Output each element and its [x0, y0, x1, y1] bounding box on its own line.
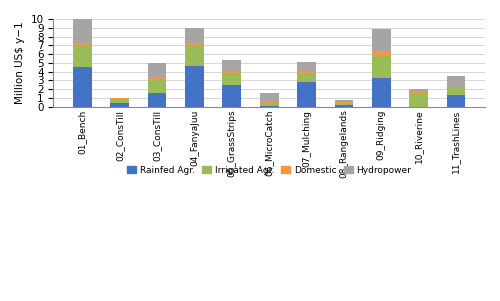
Bar: [260, 102, 278, 103]
Bar: [185, 66, 204, 107]
Bar: [260, 103, 278, 106]
Bar: [148, 93, 167, 107]
Bar: [446, 87, 466, 88]
Bar: [73, 45, 92, 67]
Bar: [222, 73, 241, 85]
Bar: [446, 76, 466, 87]
Bar: [334, 100, 353, 102]
Bar: [372, 55, 390, 78]
Bar: [73, 19, 92, 43]
Bar: [185, 45, 204, 66]
Bar: [185, 43, 204, 45]
Bar: [110, 99, 129, 103]
Bar: [260, 93, 278, 102]
Bar: [297, 62, 316, 71]
Y-axis label: Million US$ y−1: Million US$ y−1: [15, 22, 25, 104]
Bar: [222, 60, 241, 71]
Bar: [297, 73, 316, 82]
Bar: [334, 102, 353, 103]
Bar: [334, 105, 353, 107]
Bar: [73, 67, 92, 107]
Bar: [372, 78, 390, 107]
Bar: [334, 103, 353, 105]
Bar: [185, 28, 204, 43]
Bar: [446, 88, 466, 95]
Bar: [446, 95, 466, 107]
Bar: [222, 85, 241, 107]
Bar: [297, 71, 316, 73]
Bar: [372, 51, 390, 55]
Bar: [73, 43, 92, 45]
Bar: [148, 79, 167, 93]
Bar: [297, 82, 316, 107]
Bar: [410, 89, 428, 92]
Bar: [148, 63, 167, 78]
Bar: [260, 106, 278, 107]
Legend: Rainfed Agr., Irrigated Agr., Domestic, Hydropower: Rainfed Agr., Irrigated Agr., Domestic, …: [124, 162, 415, 178]
Bar: [410, 92, 428, 93]
Bar: [410, 93, 428, 107]
Bar: [148, 78, 167, 79]
Bar: [222, 71, 241, 73]
Bar: [372, 29, 390, 51]
Bar: [110, 98, 129, 99]
Bar: [110, 103, 129, 107]
